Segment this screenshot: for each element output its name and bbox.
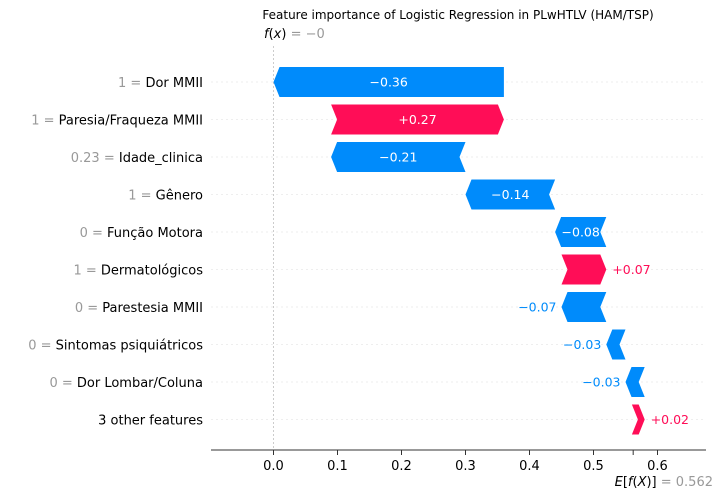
contribution-bars: −0.36 +0.27 −0.21 −0.14 −0.08 +0.07 −0.07 −0.03… xyxy=(273,67,689,435)
contribution-bar xyxy=(631,404,645,435)
bar-value-label: −0.14 xyxy=(491,187,529,202)
feature-value: 0 = xyxy=(75,301,102,316)
x-tick-label: 0.6 xyxy=(647,459,668,474)
bar-value-label: +0.07 xyxy=(612,262,650,277)
feature-value: 0 = xyxy=(49,376,76,391)
feature-label: 1 = Dor MMII xyxy=(118,76,203,91)
fx-label-close: ) xyxy=(281,27,286,42)
bar-value-label: −0.07 xyxy=(518,300,556,315)
feature-name: Gênero xyxy=(156,189,203,204)
feature-value: 1 = xyxy=(31,114,58,129)
bar-value-label: −0.08 xyxy=(562,225,600,240)
feature-value: 1 = xyxy=(73,264,100,279)
feature-label: 1 = Dermatológicos xyxy=(73,264,203,279)
x-tick-label: 0.5 xyxy=(583,459,604,474)
bar-value-label: +0.27 xyxy=(398,112,436,127)
feature-name: Dor Lombar/Coluna xyxy=(77,376,203,391)
feature-value: 0 = xyxy=(80,226,107,241)
feature-label: 1 = Paresia/Fraqueza MMII xyxy=(31,114,203,129)
feature-value: 0.23 = xyxy=(71,151,119,166)
feature-name: Parestesia MMII xyxy=(102,301,203,316)
feature-name: Paresia/Fraqueza MMII xyxy=(59,114,203,129)
ex-label-close: )] xyxy=(646,475,656,490)
fx-label-name: f xyxy=(264,27,271,42)
bar-value-label: −0.03 xyxy=(563,337,601,352)
ex-value: = 0.562 xyxy=(657,475,713,490)
contribution-bar xyxy=(555,217,607,247)
contribution-bar xyxy=(331,142,466,172)
fx-label-paren: ( xyxy=(269,27,274,42)
ex-label-var: X xyxy=(637,475,648,490)
ex-label-name: E xyxy=(615,475,624,490)
feature-name: Dor MMII xyxy=(145,76,203,91)
feature-name: Sintomas psiquiátricos xyxy=(56,339,204,354)
ex-label: E[f(X)] = 0.562 xyxy=(615,475,713,490)
feature-label: 0 = Sintomas psiquiátricos xyxy=(28,339,203,354)
contribution-bar xyxy=(331,104,504,135)
feature-value: 1 = xyxy=(128,189,155,204)
bar-value-label: −0.36 xyxy=(370,75,408,90)
ex-label-bracket: [ xyxy=(623,475,628,490)
contribution-bar xyxy=(561,292,607,322)
x-tick-label: 0.4 xyxy=(519,459,540,474)
feature-name: 3 other features xyxy=(98,414,203,429)
x-tick-label: 0.1 xyxy=(327,459,348,474)
feature-label: 1 = Gênero xyxy=(128,189,203,204)
bar-value-label: −0.03 xyxy=(582,375,620,390)
feature-name: Dermatológicos xyxy=(101,264,203,279)
contribution-bar xyxy=(625,367,645,397)
ex-label-paren: ( xyxy=(632,475,637,490)
contribution-bar xyxy=(606,329,626,360)
feature-value: 1 = xyxy=(118,76,145,91)
bar-value-label: +0.02 xyxy=(651,412,689,427)
fx-label: f(x) = −0 xyxy=(264,27,325,42)
fx-label-var: x xyxy=(273,27,282,42)
feature-label: 0.23 = Idade_clinica xyxy=(71,151,203,166)
ex-label-fn: f xyxy=(628,475,635,490)
contribution-bar xyxy=(273,67,504,97)
contribution-bar xyxy=(561,254,607,285)
feature-label: 0 = Dor Lombar/Coluna xyxy=(49,376,203,391)
x-tick-label: 0.2 xyxy=(391,459,412,474)
feature-label: 0 = Função Motora xyxy=(80,226,203,241)
feature-name: Função Motora xyxy=(107,226,203,241)
feature-label: 3 other features xyxy=(98,414,203,429)
x-tick-label: 0.3 xyxy=(455,459,476,474)
fx-value: = −0 xyxy=(286,27,324,42)
bar-value-label: −0.21 xyxy=(379,150,417,165)
feature-label: 0 = Parestesia MMII xyxy=(75,301,203,316)
contribution-bar xyxy=(465,179,556,210)
feature-value: 0 = xyxy=(28,339,55,354)
feature-name: Idade_clinica xyxy=(119,151,203,166)
x-axis-ticks: 0.0 0.1 0.2 0.3 0.4 0.5 0.6 xyxy=(263,450,668,474)
chart-title: Feature importance of Logistic Regressio… xyxy=(262,8,653,22)
x-tick-label: 0.0 xyxy=(263,459,284,474)
